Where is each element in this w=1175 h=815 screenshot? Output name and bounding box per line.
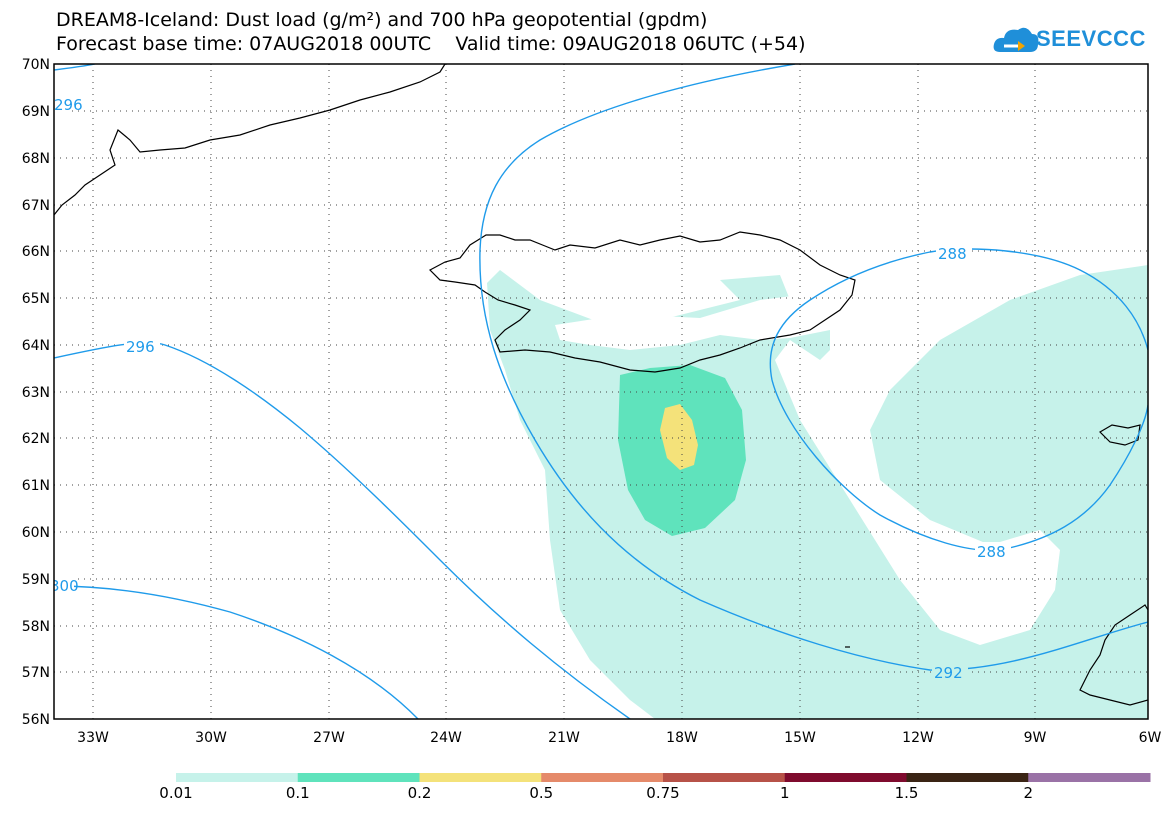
logo-text: SEEVCCC <box>1036 26 1146 51</box>
colorbar-segment <box>297 773 420 782</box>
lat-label: 56N <box>22 712 50 728</box>
colorbar-segment <box>906 773 1029 782</box>
contour-label-296-top: 296 <box>54 96 83 114</box>
scotland-coast <box>1079 604 1148 706</box>
colorbar-segment <box>176 773 299 782</box>
colorbar-tick-label: 0.01 <box>159 784 193 802</box>
cloud-logo-icon <box>993 27 1039 52</box>
iceland-interior-clear <box>555 295 845 350</box>
lon-label: 18W <box>666 730 698 746</box>
contour-label-300: 300 <box>50 577 79 595</box>
lon-label: 21W <box>548 730 580 746</box>
lat-label: 57N <box>22 665 50 681</box>
map-title: DREAM8-Iceland: Dust load (g/m²) and 700… <box>56 9 708 31</box>
colorbar-segment <box>541 773 664 782</box>
contour-label-292: 292 <box>934 664 963 682</box>
contour-label-296-left: 296 <box>126 338 155 356</box>
colorbar-segment <box>663 773 786 782</box>
lat-label: 65N <box>22 291 50 307</box>
lat-label: 63N <box>22 385 50 401</box>
colorbar-tick-label: 0.1 <box>285 784 310 802</box>
lat-label: 64N <box>22 338 50 354</box>
colorbar-segment <box>784 773 907 782</box>
colorbar-tick-label: 2 <box>1023 784 1034 802</box>
contour-296-main <box>479 64 1148 671</box>
lat-label: 69N <box>22 104 50 120</box>
lon-label: 15W <box>784 730 816 746</box>
lon-label: 33W <box>77 730 109 746</box>
lat-label: 61N <box>22 478 50 494</box>
coastlines <box>54 64 1148 706</box>
map-plot-area: 296 296 288 288 292 300 <box>50 64 1148 719</box>
colorbar-tick-label: 1.5 <box>894 784 919 802</box>
contour-label-288-bottom: 288 <box>977 543 1006 561</box>
greenland-coast <box>54 64 446 216</box>
lat-label: 67N <box>22 198 50 214</box>
contour-300 <box>54 585 419 719</box>
lat-label: 70N <box>22 57 50 73</box>
lon-label: 24W <box>430 730 462 746</box>
colorbar-segment <box>1028 773 1151 782</box>
lat-label: 58N <box>22 619 50 635</box>
colorbar <box>176 773 1151 782</box>
lat-label: 62N <box>22 431 50 447</box>
map-grid <box>54 64 1148 719</box>
longitude-labels: 33W 30W 27W 24W 21W 18W 15W 12W 9W 6W <box>77 730 1161 746</box>
map-frame <box>53 63 1149 720</box>
iceland-coast <box>429 231 856 373</box>
lat-label: 68N <box>22 151 50 167</box>
dust-shade-high <box>660 404 698 470</box>
colorbar-segment <box>419 773 542 782</box>
contour-label-288-top: 288 <box>938 245 967 263</box>
lon-label: 30W <box>195 730 227 746</box>
lon-label: 9W <box>1024 730 1047 746</box>
lon-label: 12W <box>902 730 934 746</box>
forecast-times: Forecast base time: 07AUG2018 00UTC Vali… <box>56 33 806 55</box>
contour-288 <box>769 248 1148 552</box>
contour-296-upper <box>54 64 96 71</box>
colorbar-tick-label: 1 <box>779 784 790 802</box>
colorbar-tick-label: 0.2 <box>407 784 432 802</box>
latitude-labels: 70N 69N 68N 67N 66N 65N 64N 63N 62N 61N … <box>22 57 50 728</box>
lat-label: 66N <box>22 244 50 260</box>
lat-label: 60N <box>22 525 50 541</box>
colorbar-tick-label: 0.5 <box>529 784 554 802</box>
lon-label: 6W <box>1139 730 1162 746</box>
lon-label: 27W <box>313 730 345 746</box>
colorbar-tick-label: 0.75 <box>646 784 680 802</box>
lat-label: 59N <box>22 572 50 588</box>
